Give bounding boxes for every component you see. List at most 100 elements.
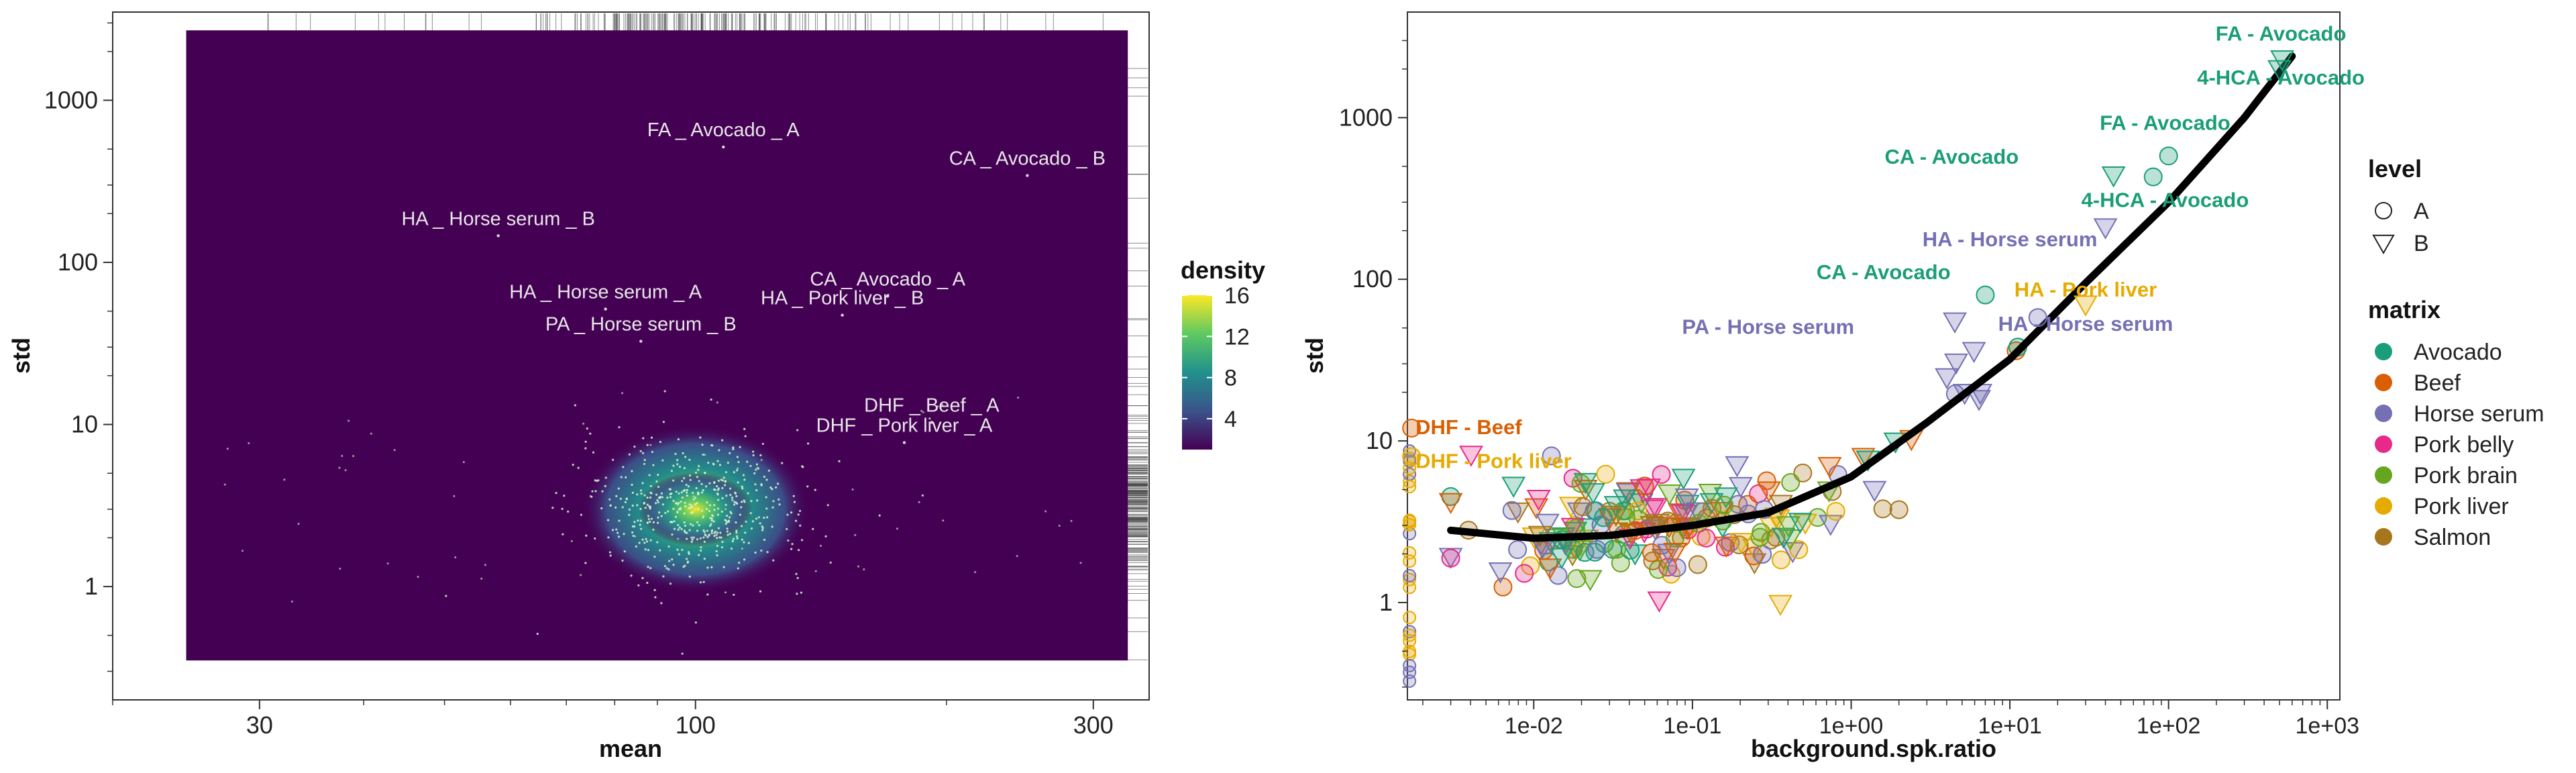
density-outlier — [704, 454, 706, 456]
density-point — [702, 488, 704, 492]
density-point — [771, 506, 774, 509]
level-legend-label: B — [2414, 231, 2429, 256]
matrix-legend-swatch — [2375, 374, 2392, 391]
density-point — [688, 458, 691, 461]
density-point — [618, 426, 621, 429]
density-point — [814, 488, 816, 491]
density-point — [761, 529, 764, 531]
density-point — [641, 538, 644, 541]
density-point — [659, 495, 661, 499]
density-point — [715, 550, 718, 553]
density-point — [628, 453, 631, 456]
density-point — [759, 590, 762, 592]
scatter-point — [1623, 544, 1648, 566]
matrix-legend-label: Salmon — [2414, 525, 2491, 550]
density-point — [631, 525, 634, 528]
density-point — [713, 504, 716, 507]
density-point — [736, 502, 739, 505]
scatter-point — [1542, 446, 1561, 466]
density-point — [646, 444, 649, 446]
density-point — [719, 531, 722, 534]
density-point — [718, 464, 721, 466]
density-outlier — [589, 495, 592, 497]
density-point — [706, 566, 709, 569]
density-point — [714, 530, 717, 533]
density-point — [720, 439, 724, 442]
density-point — [721, 479, 724, 482]
scatter-point — [1573, 472, 1598, 495]
labeled-point-text: 4-HCA - Avocado — [2197, 66, 2365, 89]
scatter-point — [1438, 493, 1463, 515]
density-colorbar-ticks: 4 8 12 16 — [1182, 283, 1250, 432]
density-point — [713, 481, 716, 484]
y-tick-label: 10 — [71, 411, 98, 438]
density-point — [650, 436, 653, 439]
density-point — [665, 567, 668, 570]
level-legend-title: level — [2368, 155, 2422, 183]
density-point — [612, 458, 614, 461]
matrix-legend-swatch — [2375, 497, 2392, 515]
density-point — [691, 538, 694, 541]
density-point — [710, 523, 712, 525]
density-point — [667, 510, 669, 513]
density-point — [698, 524, 700, 527]
scatter-point — [1703, 499, 1722, 518]
colorbar-tick-label: 8 — [1224, 366, 1237, 391]
density-x-axis-label: mean — [599, 735, 662, 762]
density-point — [765, 496, 767, 499]
density-point — [677, 528, 680, 531]
density-point — [615, 495, 618, 497]
scatter-point — [1580, 483, 1605, 505]
density-outlier — [741, 548, 743, 550]
density-outlier — [863, 568, 865, 571]
density-colorbar — [1182, 295, 1212, 450]
density-point — [721, 486, 724, 489]
scatter-point — [1889, 500, 1909, 519]
density-point — [567, 510, 570, 513]
density-point — [687, 507, 690, 509]
density-point — [555, 492, 557, 495]
density-point — [733, 501, 736, 503]
density-point — [684, 524, 686, 527]
scatter-edge-point — [1403, 572, 1417, 586]
matrix-legend-swatch — [2375, 405, 2392, 422]
density-outlier — [851, 488, 854, 491]
scatter-edge-point — [1403, 474, 1417, 488]
density-point — [647, 549, 650, 552]
density-outlier — [338, 466, 341, 469]
density-point — [786, 513, 789, 516]
density-point — [743, 541, 745, 544]
density-point — [646, 503, 649, 506]
density-point — [722, 476, 725, 479]
labeled-point-marker — [1976, 285, 1995, 305]
density-point — [653, 588, 656, 591]
density-point — [735, 531, 738, 534]
density-point — [648, 474, 651, 476]
density-hotspot — [581, 425, 810, 593]
level-legend: level AB — [2368, 155, 2429, 256]
density-point — [716, 544, 719, 548]
scatter-point — [1935, 368, 1960, 390]
density-point — [589, 432, 592, 435]
density-point — [702, 516, 704, 519]
density-point — [736, 469, 739, 472]
density-point — [608, 551, 612, 554]
density-point — [755, 463, 758, 466]
density-point — [687, 485, 690, 488]
scatter-point — [1671, 468, 1696, 491]
labeled-point-text: CA - Avocado — [1884, 145, 2019, 168]
density-point — [689, 478, 692, 481]
scatter-point — [1646, 513, 1670, 535]
density-point — [761, 442, 764, 446]
trend-line — [1447, 52, 2296, 542]
level-legend-label: A — [2414, 199, 2429, 224]
scatter-point — [1441, 548, 1460, 568]
density-point — [584, 562, 587, 564]
density-point — [778, 503, 781, 506]
scatter-y-axis-label: std — [1301, 338, 1328, 374]
density-point — [728, 516, 731, 519]
density-point — [648, 505, 651, 508]
density-point — [696, 502, 698, 505]
x-tick-label: 30 — [246, 711, 273, 739]
density-point — [790, 548, 793, 550]
